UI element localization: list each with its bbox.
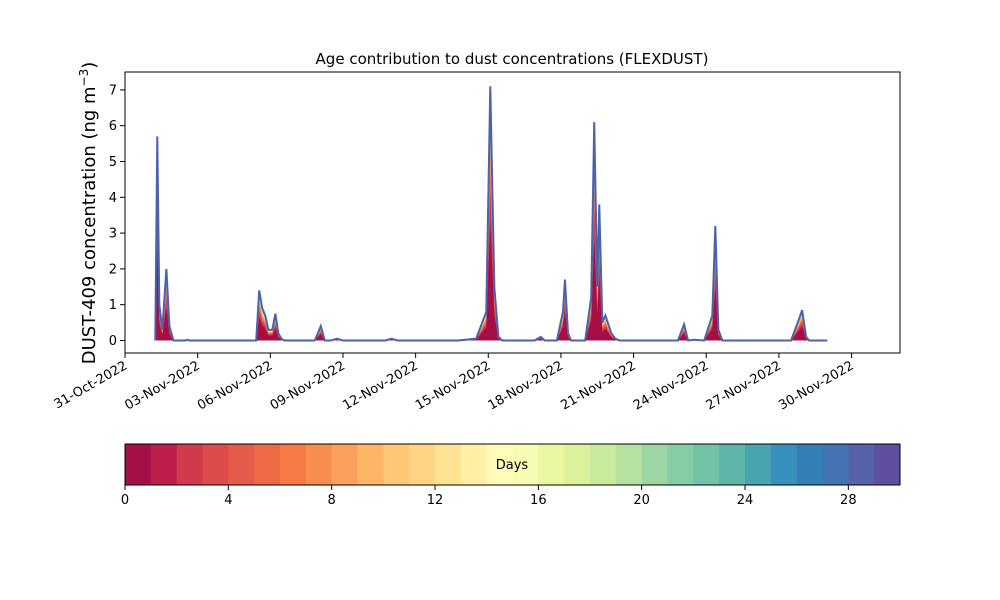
colorbar-swatch [150, 444, 178, 485]
y-tick-label: 1 [109, 298, 117, 313]
colorbar-swatch [125, 444, 152, 485]
colorbar-swatch [745, 444, 772, 485]
y-tick-label: 3 [109, 227, 117, 242]
colorbar-tick-label: 20 [633, 493, 650, 508]
y-tick-label: 4 [109, 191, 117, 206]
colorbar: 0 4 8 12 16 20 24 28 [121, 443, 901, 508]
colorbar-swatch [770, 444, 798, 485]
colorbar-tick-label: 4 [224, 493, 232, 508]
colorbar-swatch [305, 444, 333, 485]
colorbar-label: Days [496, 458, 529, 473]
colorbar-swatch [331, 444, 358, 485]
colorbar-swatch [822, 444, 849, 485]
colorbar-swatch [228, 444, 255, 485]
colorbar-swatch [848, 444, 875, 485]
colorbar-swatch [641, 444, 668, 485]
colorbar-tick-label: 24 [737, 493, 754, 508]
colorbar-tick-label: 12 [427, 493, 444, 508]
colorbar-swatch [874, 444, 901, 485]
colorbar-swatch [254, 444, 281, 485]
colorbar-swatch [383, 444, 410, 485]
colorbar-swatch [719, 444, 746, 485]
total-concentration-line [154, 86, 828, 342]
colorbar-swatch [460, 444, 488, 485]
colorbar-swatch [615, 444, 643, 485]
y-tick-label: 0 [109, 334, 117, 349]
colorbar-swatch [512, 444, 539, 485]
colorbar-tick-label: 0 [121, 493, 129, 508]
colorbar-swatch [435, 444, 462, 485]
colorbar-swatch [357, 444, 384, 485]
stacked-area-layers [154, 86, 828, 342]
colorbar-frame [124, 443, 901, 486]
colorbar-swatch [693, 444, 720, 485]
colorbar-swatch [796, 444, 823, 485]
colorbar-swatch [538, 444, 565, 485]
colorbar-swatch [202, 444, 229, 485]
colorbar-swatch [409, 444, 436, 485]
colorbar-swatch [590, 444, 617, 485]
plot-frame [124, 71, 901, 354]
colorbar-swatch [564, 444, 591, 485]
chart-title: Age contribution to dust concentrations … [316, 50, 709, 68]
colorbar-tick-label: 8 [328, 493, 336, 508]
colorbar-swatch [486, 444, 513, 485]
y-tick-label: 5 [109, 155, 117, 170]
y-tick-label: 6 [109, 119, 117, 134]
y-axis-label: DUST-409 concentration (ng m−3) [77, 62, 100, 365]
colorbar-swatch [280, 444, 307, 485]
y-axis: 0 1 2 3 4 5 6 7 [109, 83, 125, 349]
y-tick-label: 7 [109, 83, 117, 98]
y-tick-label: 2 [109, 262, 117, 277]
age-layer-area [155, 222, 828, 341]
colorbar-swatch [667, 444, 694, 485]
colorbar-swatch [176, 444, 203, 485]
colorbar-tick-label: 28 [840, 493, 857, 508]
colorbar-tick-label: 16 [530, 493, 547, 508]
